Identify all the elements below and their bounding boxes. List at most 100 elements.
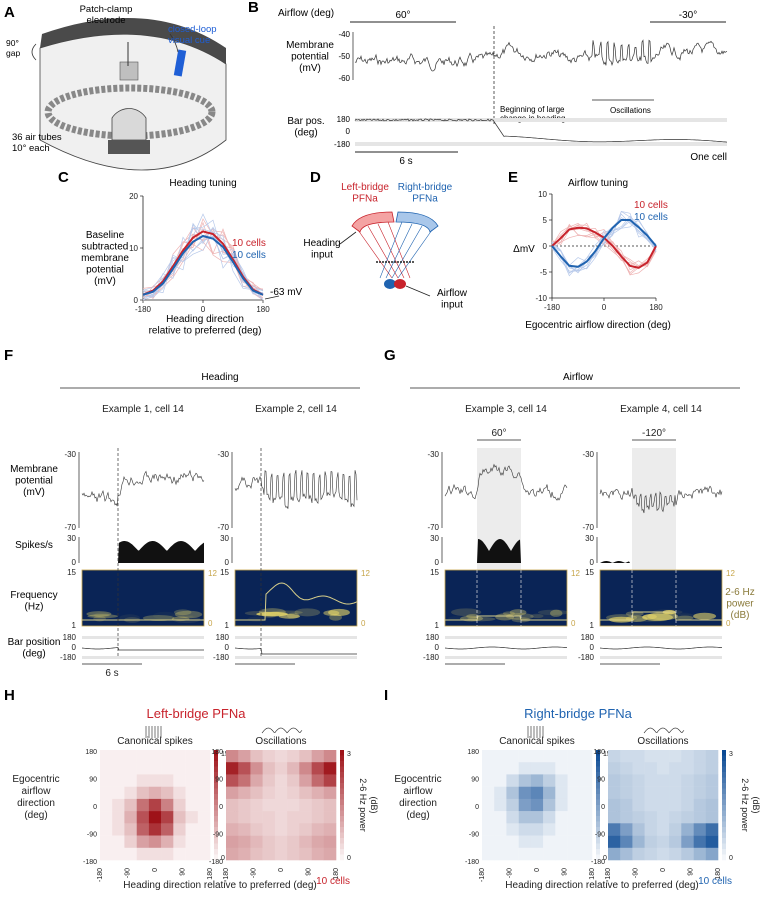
x-tick-label: 90 xyxy=(306,868,313,876)
heatmap-cell xyxy=(197,750,211,763)
colorbar-step xyxy=(596,832,600,839)
panel-label-e: E xyxy=(508,169,518,186)
heatmap-cell xyxy=(100,835,113,849)
heatmap-cell xyxy=(311,823,325,836)
heatmap-cell xyxy=(197,774,211,787)
baseline-arrow xyxy=(264,295,280,300)
colorbar-step xyxy=(214,827,218,833)
heatmap-cell xyxy=(644,798,658,812)
single-cell-line xyxy=(142,213,264,301)
heatmap-cell xyxy=(185,811,199,824)
text-line: (deg) xyxy=(294,128,317,139)
heatmap-cell xyxy=(226,823,239,836)
y-tick-label: 180 xyxy=(467,749,479,756)
vm-tick-bottom: -70 xyxy=(582,523,594,532)
bar-tick-top: 180 xyxy=(216,633,230,642)
heatmap-cell xyxy=(669,750,682,763)
ncells: 10 cells xyxy=(698,876,732,887)
heatmap-cell xyxy=(161,847,174,861)
spectral-blob xyxy=(448,616,465,621)
single-cell-line xyxy=(142,227,264,298)
oscillation-glyph xyxy=(643,727,685,734)
freq-tick-bottom: 1 xyxy=(590,621,595,630)
heatmap-cell xyxy=(136,750,150,763)
spectral-blob xyxy=(635,617,667,623)
heatmap-cell xyxy=(530,835,544,849)
b-bar-trace xyxy=(354,118,728,143)
colorbar-step xyxy=(596,827,600,833)
heatmap-cell xyxy=(311,847,325,861)
panel-label-h: H xyxy=(4,687,15,704)
colorbar-step xyxy=(722,783,726,789)
power-curve xyxy=(445,615,567,621)
vm-tick-top: -30 xyxy=(427,450,439,459)
vm-trace xyxy=(81,469,205,507)
heatmap-cell xyxy=(299,835,312,849)
heatmap-cell xyxy=(530,750,544,763)
x-tick-label: 180 xyxy=(207,868,214,880)
heatmap-cell xyxy=(705,750,719,763)
heatmap-cell xyxy=(518,774,532,787)
y-tick-label: 0 xyxy=(543,242,548,251)
map-title: Oscillations xyxy=(637,736,688,747)
e-xlabel: Egocentric airflow direction (deg) xyxy=(525,320,671,331)
heatmap-cell xyxy=(136,762,150,775)
heatmap-cell xyxy=(100,847,113,861)
heatmap-cell xyxy=(494,750,507,763)
heatmap-cell xyxy=(173,847,186,861)
heatmap-cell xyxy=(506,798,519,812)
b-scalebar-label: 6 s xyxy=(399,156,412,167)
heatmap-cell xyxy=(287,786,300,800)
vm-trace xyxy=(234,470,358,509)
heatmap-cell xyxy=(262,847,276,861)
y-tick-label: -180 xyxy=(83,859,97,866)
heatmap-cell xyxy=(323,762,337,775)
f-row-freq: Frequency (Hz) xyxy=(10,590,57,613)
d-airflow-arrow xyxy=(405,285,431,297)
freq-tick-top: 15 xyxy=(220,568,229,577)
heatmap-cell xyxy=(323,750,337,763)
colorbar-step xyxy=(596,816,600,822)
colorbar-step xyxy=(596,788,600,795)
heatmap-cell xyxy=(656,750,670,763)
heatmap-cell xyxy=(543,786,556,800)
heatmap-cell xyxy=(482,762,495,775)
colorbar-step xyxy=(214,777,218,784)
heatmap-cell xyxy=(226,798,239,812)
heatmap-cell xyxy=(112,762,125,775)
heatmap-cell xyxy=(238,774,251,787)
heatmap-cell xyxy=(543,750,556,763)
colorbar-step xyxy=(340,805,344,811)
heatmap-cell xyxy=(238,762,251,775)
heatmap-cell xyxy=(530,786,544,800)
colorbar-step xyxy=(722,810,726,817)
heatmap-cell xyxy=(274,762,288,775)
d-airflow-input: Airflow input xyxy=(437,288,468,311)
text-line: Heading xyxy=(303,238,340,249)
single-cell-line xyxy=(551,219,657,277)
y-tick-label: 20 xyxy=(129,192,138,201)
heatmap-cell xyxy=(567,750,581,763)
heatmap-cell xyxy=(482,798,495,812)
spk-tick-bottom: 0 xyxy=(435,558,440,567)
heatmap-cell xyxy=(100,786,113,800)
heatmap-cell xyxy=(555,774,568,787)
freq-tick-top: 15 xyxy=(585,568,594,577)
colorbar-step xyxy=(596,854,600,861)
spectral-blob xyxy=(642,614,657,620)
bar-tick-mid: 0 xyxy=(72,643,77,652)
heatmap-cell xyxy=(669,762,682,775)
heatmap-cell xyxy=(161,786,174,800)
colorbar-tick: 0 xyxy=(729,855,733,862)
heatmap-cell xyxy=(148,823,162,836)
x-tick-label: -180 xyxy=(97,868,104,882)
colorbar-step xyxy=(596,777,600,784)
heatmap-cell xyxy=(197,798,211,812)
y-tick-label: 10 xyxy=(538,190,547,199)
heatmap-cell xyxy=(608,762,621,775)
colorbar-step xyxy=(340,843,344,850)
colorbar-label: (dB) xyxy=(369,796,379,813)
heatmap-cell xyxy=(632,762,645,775)
i-title: Right-bridge PFNa xyxy=(524,706,632,721)
